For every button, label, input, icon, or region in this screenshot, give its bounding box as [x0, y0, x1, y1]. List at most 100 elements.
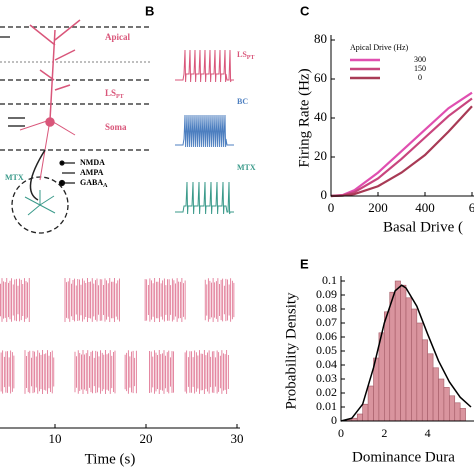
spikes — [184, 350, 229, 394]
panel-label: C — [300, 3, 310, 18]
bar — [389, 291, 396, 422]
bar — [411, 308, 418, 422]
bar — [432, 367, 439, 422]
label: LSPT — [105, 88, 124, 100]
y-tick-label: 0.01 — [316, 399, 337, 413]
y-tick-label: 0.04 — [316, 357, 337, 371]
burst — [124, 350, 137, 394]
bar — [438, 378, 445, 422]
x-axis-label: Dominance Dura — [352, 449, 455, 465]
y-tick-label: 0 — [331, 413, 337, 427]
burst — [0, 278, 30, 322]
y-axis-label: Probability Density — [283, 292, 299, 410]
bar — [394, 280, 401, 422]
spikes — [24, 350, 55, 394]
x-tick-label: 4 — [425, 426, 431, 440]
trace — [175, 49, 234, 83]
x-axis-label: Basal Drive ( — [383, 219, 463, 235]
burst — [184, 350, 229, 394]
label: AMPA — [80, 168, 104, 177]
y-tick-label: 0.02 — [316, 385, 337, 399]
legend-title: Apical Drive (Hz) — [350, 43, 409, 52]
legend-label: 0 — [418, 73, 422, 82]
bar — [378, 332, 385, 422]
line — [330, 97, 473, 198]
y-tick-label: 0.05 — [316, 343, 337, 357]
legend-label: 150 — [414, 64, 426, 73]
burst — [74, 350, 116, 394]
x-tick-label: 0 — [338, 426, 344, 440]
y-tick-label: 60 — [314, 70, 327, 85]
trace — [175, 181, 234, 215]
spikes — [149, 350, 174, 394]
label: GABAA — [80, 178, 108, 190]
bar — [427, 353, 434, 422]
spikes — [74, 350, 116, 394]
y-tick-label: 0.07 — [316, 315, 337, 329]
bar — [384, 311, 391, 422]
bar — [459, 408, 466, 422]
y-tick-label: 20 — [314, 148, 327, 163]
panel-a-drawing — [0, 26, 150, 234]
y-axis-label: Firing Rate (Hz) — [296, 68, 312, 167]
trace — [175, 114, 234, 148]
line — [330, 91, 473, 198]
bar — [400, 284, 407, 422]
x-tick-label: 30 — [231, 431, 244, 446]
y-tick-label: 40 — [314, 109, 327, 124]
y-tick-label: 80 — [314, 31, 327, 46]
axes — [340, 276, 474, 422]
neuron — [19, 19, 81, 201]
bar — [454, 402, 461, 422]
bar — [421, 339, 428, 422]
y-tick-label: 0.1 — [322, 273, 337, 287]
bar — [416, 322, 423, 422]
spikes — [204, 278, 235, 322]
bar — [443, 387, 450, 422]
panel-label: E — [300, 256, 309, 271]
y-tick-label: 0 — [321, 187, 328, 202]
label: Soma — [105, 122, 127, 132]
synapse-icons — [0, 36, 75, 187]
x-tick-label: 0 — [328, 200, 335, 215]
label: BC — [237, 97, 248, 106]
x-tick-label: 20 — [140, 431, 153, 446]
label: NMDA — [80, 158, 105, 167]
y-tick-label: 0.08 — [316, 301, 337, 315]
burst — [144, 278, 186, 322]
burst — [149, 350, 174, 394]
bar — [356, 413, 363, 422]
bar — [405, 297, 412, 422]
label: MTX — [5, 173, 24, 182]
label: Apical — [105, 32, 131, 42]
y-tick-label: 0.03 — [316, 371, 337, 385]
y-tick-label: 0.09 — [316, 287, 337, 301]
burst — [0, 350, 15, 394]
burst — [64, 278, 120, 322]
spikes — [0, 350, 15, 394]
fit-curve — [340, 284, 472, 422]
spikes — [64, 278, 120, 322]
bar — [367, 385, 374, 422]
panel-label: B — [145, 3, 154, 18]
x-tick-label: 6 — [469, 200, 474, 215]
y-tick-label: 0.06 — [316, 329, 337, 343]
bar — [449, 395, 456, 422]
bar — [362, 403, 369, 422]
x-tick-label: 10 — [49, 431, 62, 446]
spikes — [0, 278, 30, 322]
burst — [24, 350, 55, 394]
x-axis-label: Time (s) — [85, 451, 136, 467]
spikes — [124, 350, 137, 394]
x-tick-label: 200 — [368, 200, 388, 215]
line — [330, 105, 473, 198]
x-tick-label: 400 — [415, 200, 435, 215]
spikes — [144, 278, 186, 322]
axes — [330, 35, 474, 197]
legend-label: 300 — [414, 55, 426, 64]
burst — [204, 278, 235, 322]
label: LSPT — [237, 50, 254, 62]
mtx-cell — [24, 190, 56, 216]
label: MTX — [237, 163, 256, 172]
